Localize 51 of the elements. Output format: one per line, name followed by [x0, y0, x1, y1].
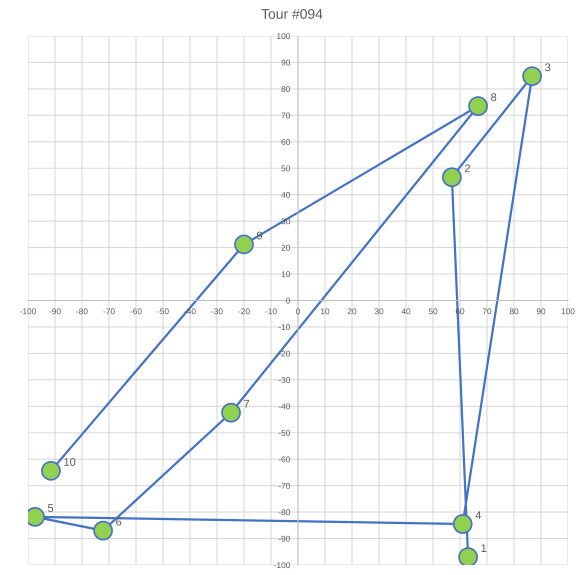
- x-tick-label: -10: [265, 308, 277, 314]
- annotation: 9: [257, 232, 262, 240]
- point: [458, 547, 478, 565]
- x-tick-label: 90: [536, 308, 546, 314]
- y-tick-label: -80: [278, 509, 290, 516]
- y-tick-label: 90: [281, 60, 290, 66]
- y-tick-label: 80: [281, 86, 290, 92]
- y-tick-label: 40: [281, 192, 290, 198]
- annotation: 7: [244, 400, 250, 408]
- y-tick-label: 60: [282, 139, 290, 145]
- y-tick-label: 70: [282, 112, 290, 118]
- y-tick-label: -40: [278, 404, 290, 410]
- x-tick-label: -50: [157, 308, 169, 314]
- x-tick-label: -80: [76, 308, 88, 314]
- x-tick-label: 100: [562, 308, 575, 314]
- x-tick-label: 0: [296, 308, 300, 314]
- y-tick-label: -10: [278, 324, 290, 330]
- x-tick-label: -20: [238, 308, 250, 314]
- y-tick-label: 100: [277, 33, 290, 40]
- annotation: 8: [491, 93, 496, 102]
- x-tick-label: 30: [374, 308, 384, 314]
- x-tick-label: 70: [482, 308, 492, 314]
- x-tick-label: -90: [49, 308, 61, 314]
- x-tick-label: -100: [20, 308, 36, 314]
- x-tick-label: -30: [211, 308, 223, 314]
- annotation: 3: [545, 63, 550, 72]
- annotation: 10: [64, 458, 76, 466]
- y-tick-label: 20: [282, 244, 290, 251]
- annotation: 4: [475, 511, 482, 519]
- x-tick-label: -60: [130, 308, 142, 314]
- y-tick-label: -90: [278, 536, 290, 542]
- y-tick-label: 10: [282, 271, 290, 278]
- y-tick-label: -20: [278, 350, 290, 356]
- y-tick-label: -100: [274, 562, 290, 568]
- x-tick-label: 40: [402, 308, 410, 314]
- x-tick-label: 20: [348, 308, 356, 314]
- x-tick-label: 10: [321, 308, 330, 314]
- x-tick-label: 50: [428, 308, 438, 314]
- annotation: 6: [116, 518, 122, 526]
- y-tick-label: -60: [278, 456, 290, 462]
- y-tick-label: -70: [278, 482, 290, 489]
- annotation: 1: [481, 544, 486, 552]
- x-tick-label: 80: [510, 308, 518, 314]
- y-tick-label: -30: [278, 377, 290, 383]
- y-tick-label: -50: [278, 430, 290, 436]
- y-tick-label: 0: [286, 298, 290, 304]
- chart-title: Tour #094: [261, 8, 322, 19]
- annotation: 5: [48, 504, 54, 512]
- y-tick-label: 50: [281, 165, 290, 172]
- x-tick-label: -70: [103, 308, 115, 314]
- annotation: 2: [464, 164, 470, 172]
